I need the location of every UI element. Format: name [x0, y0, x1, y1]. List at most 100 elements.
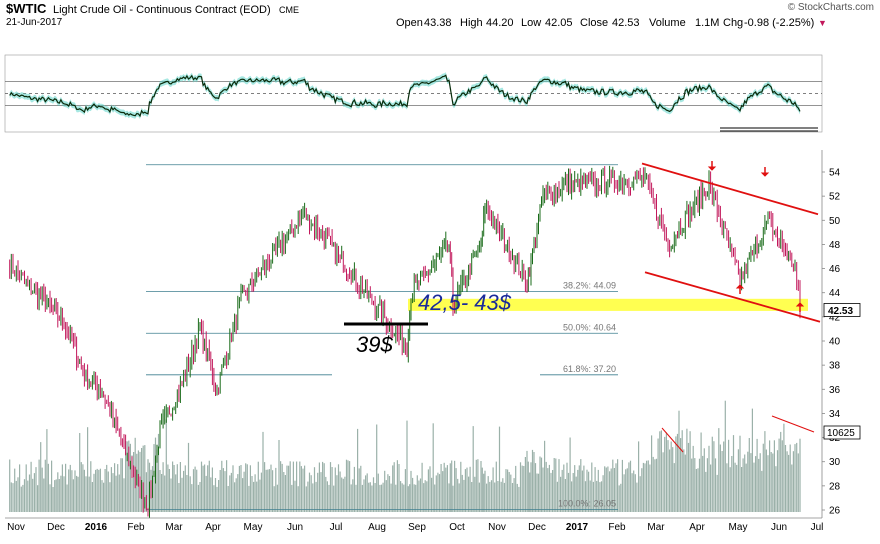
- volume-bar: [435, 475, 437, 512]
- volume-bar: [695, 469, 697, 512]
- volume-bar: [257, 461, 259, 512]
- volume-label: Volume: [649, 17, 686, 29]
- volume-bar: [218, 480, 220, 512]
- fib-level-label: 50.0%: 40.64: [563, 322, 616, 332]
- volume-bar: [300, 466, 302, 512]
- trend-channel: [641, 161, 821, 323]
- volume-bar: [718, 428, 720, 512]
- volume-bar: [638, 441, 640, 512]
- volume-bar: [555, 458, 557, 512]
- volume-bar: [65, 463, 67, 512]
- volume-bar: [374, 483, 376, 512]
- volume-bar: [342, 478, 344, 512]
- volume-bar: [288, 465, 290, 512]
- volume-bar: [651, 435, 653, 512]
- volume-bar: [591, 462, 593, 512]
- volume-bar: [572, 473, 574, 512]
- volume-bar: [599, 482, 601, 512]
- volume-bar: [421, 462, 423, 512]
- volume-bar: [358, 468, 360, 512]
- volume-bar: [211, 467, 213, 512]
- volume-bar: [157, 433, 160, 512]
- volume-bar: [531, 449, 534, 512]
- volume-bar: [711, 436, 713, 512]
- volume-bar: [558, 459, 560, 512]
- volume-bar: [41, 467, 43, 512]
- volume-bar: [481, 467, 483, 512]
- volume-bar: [647, 460, 649, 512]
- volume-bar: [610, 468, 612, 512]
- volume-bar: [510, 474, 512, 512]
- volume-bar: [626, 468, 628, 512]
- price-tick-label: 50: [829, 216, 841, 227]
- volume-bar: [58, 479, 60, 512]
- volume-bar: [294, 480, 296, 512]
- volume-bar: [540, 457, 543, 512]
- volume-bar: [96, 468, 98, 512]
- volume-bar: [329, 462, 332, 512]
- volume-bars: [9, 400, 815, 512]
- volume-bar: [646, 460, 648, 512]
- time-tick-label: Jul: [330, 522, 343, 533]
- last-price-badge: [823, 303, 861, 317]
- volume-bar: [369, 482, 371, 512]
- volume-bar: [144, 445, 146, 512]
- volume-bar: [204, 464, 206, 512]
- volume-bar: [167, 464, 169, 512]
- volume-bar: [403, 484, 405, 512]
- volume-bar: [747, 451, 749, 512]
- volume-bar: [248, 485, 250, 512]
- volume-bar: [43, 478, 45, 512]
- volume-bar: [483, 473, 485, 512]
- volume-bar: [179, 462, 181, 512]
- volume-bar: [93, 473, 95, 512]
- volume-bar: [767, 455, 769, 512]
- time-tick-label: 2016: [85, 522, 108, 533]
- volume-bar: [751, 408, 753, 512]
- volume-bar: [475, 459, 477, 512]
- volume-bar: [563, 464, 565, 512]
- volume-bar: [156, 449, 158, 512]
- volume-bar: [184, 465, 186, 512]
- volume-bar: [322, 461, 324, 512]
- time-tick-label: Aug: [368, 522, 386, 533]
- volume-bar: [724, 400, 726, 512]
- volume-bar: [633, 470, 635, 512]
- volume-bar: [613, 468, 615, 512]
- volume-bar: [406, 420, 408, 512]
- volume-bar: [71, 470, 73, 512]
- volume-bar: [302, 468, 304, 512]
- volume-bar: [505, 469, 507, 512]
- volume-bar: [741, 467, 743, 512]
- volume-bar: [723, 441, 725, 512]
- chg-down-icon: ▼: [818, 18, 827, 28]
- volume-bar: [191, 484, 193, 512]
- close-value: 42.53: [612, 17, 640, 29]
- volume-bar: [731, 456, 733, 512]
- fibonacci-levels: 100.0%: 26.05 61.8%: 37.20 50.0%: 40.64 38.…: [146, 164, 618, 510]
- volume-bar: [769, 440, 771, 512]
- volume-bar: [719, 444, 721, 512]
- volume-bar: [387, 474, 389, 512]
- volume-bar: [644, 463, 646, 512]
- volume-bar: [547, 468, 549, 512]
- volume-bar: [388, 476, 391, 512]
- volume-bar: [371, 485, 373, 512]
- volume-bar: [315, 481, 317, 512]
- volume-bar: [529, 472, 531, 512]
- volume-bar: [550, 472, 552, 512]
- volume-bar: [703, 448, 705, 512]
- volume-bar: [744, 454, 746, 512]
- up-arrow-icon: [735, 284, 745, 294]
- exchange-label: CME: [279, 5, 299, 15]
- volume-bar: [173, 465, 175, 512]
- volume-bar: [126, 441, 128, 512]
- volume-bar: [792, 451, 794, 512]
- volume-bar: [339, 471, 341, 512]
- volume-bar: [745, 463, 747, 512]
- volume-bar: [511, 483, 514, 512]
- volume-bar: [226, 460, 228, 512]
- volume-bar: [689, 431, 691, 512]
- volume-bar: [419, 478, 422, 512]
- volume-bar: [556, 481, 558, 512]
